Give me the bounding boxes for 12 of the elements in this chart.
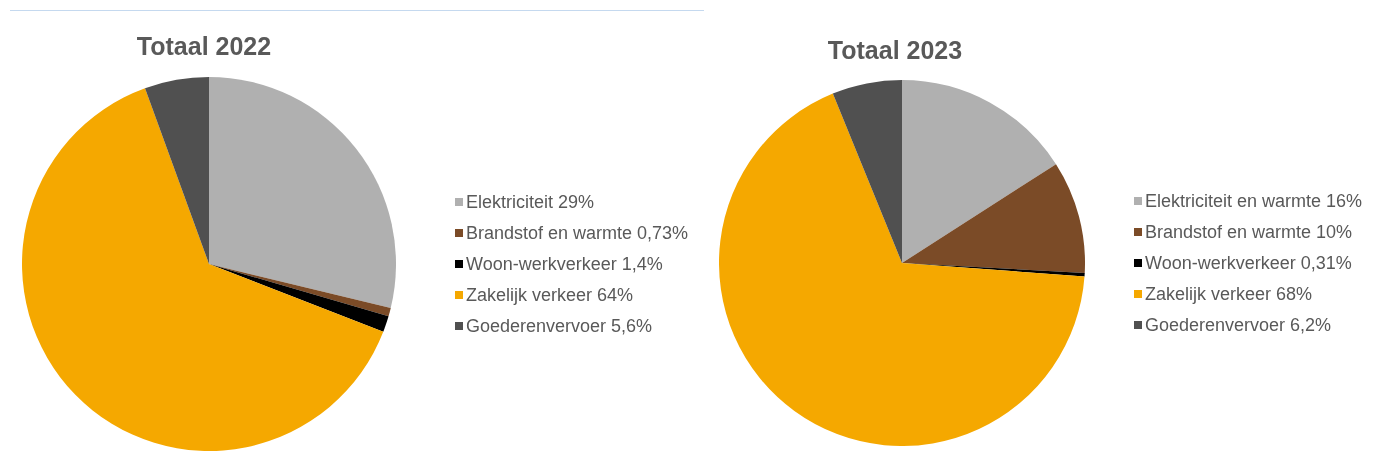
legend-label: Zakelijk verkeer 64%: [466, 284, 634, 306]
legend-label: Elektriciteit 29%: [466, 191, 595, 213]
legend-label: Woon-werkverkeer 0,31%: [1145, 252, 1352, 274]
legend-label: Brandstof en warmte 0,73%: [466, 222, 689, 244]
legend-label: Zakelijk verkeer 68%: [1145, 283, 1313, 305]
legend-label: Woon-werkverkeer 1,4%: [466, 253, 663, 275]
chart-title: Totaal 2022: [136, 32, 272, 60]
legend-label: Brandstof en warmte 10%: [1145, 221, 1353, 243]
legend-label: Goederenvervoer 5,6%: [466, 315, 653, 337]
legend-label: Goederenvervoer 6,2%: [1145, 314, 1332, 336]
legend-label: Elektriciteit en warmte 16%: [1145, 190, 1363, 212]
chart-title: Totaal 2023: [827, 36, 963, 64]
